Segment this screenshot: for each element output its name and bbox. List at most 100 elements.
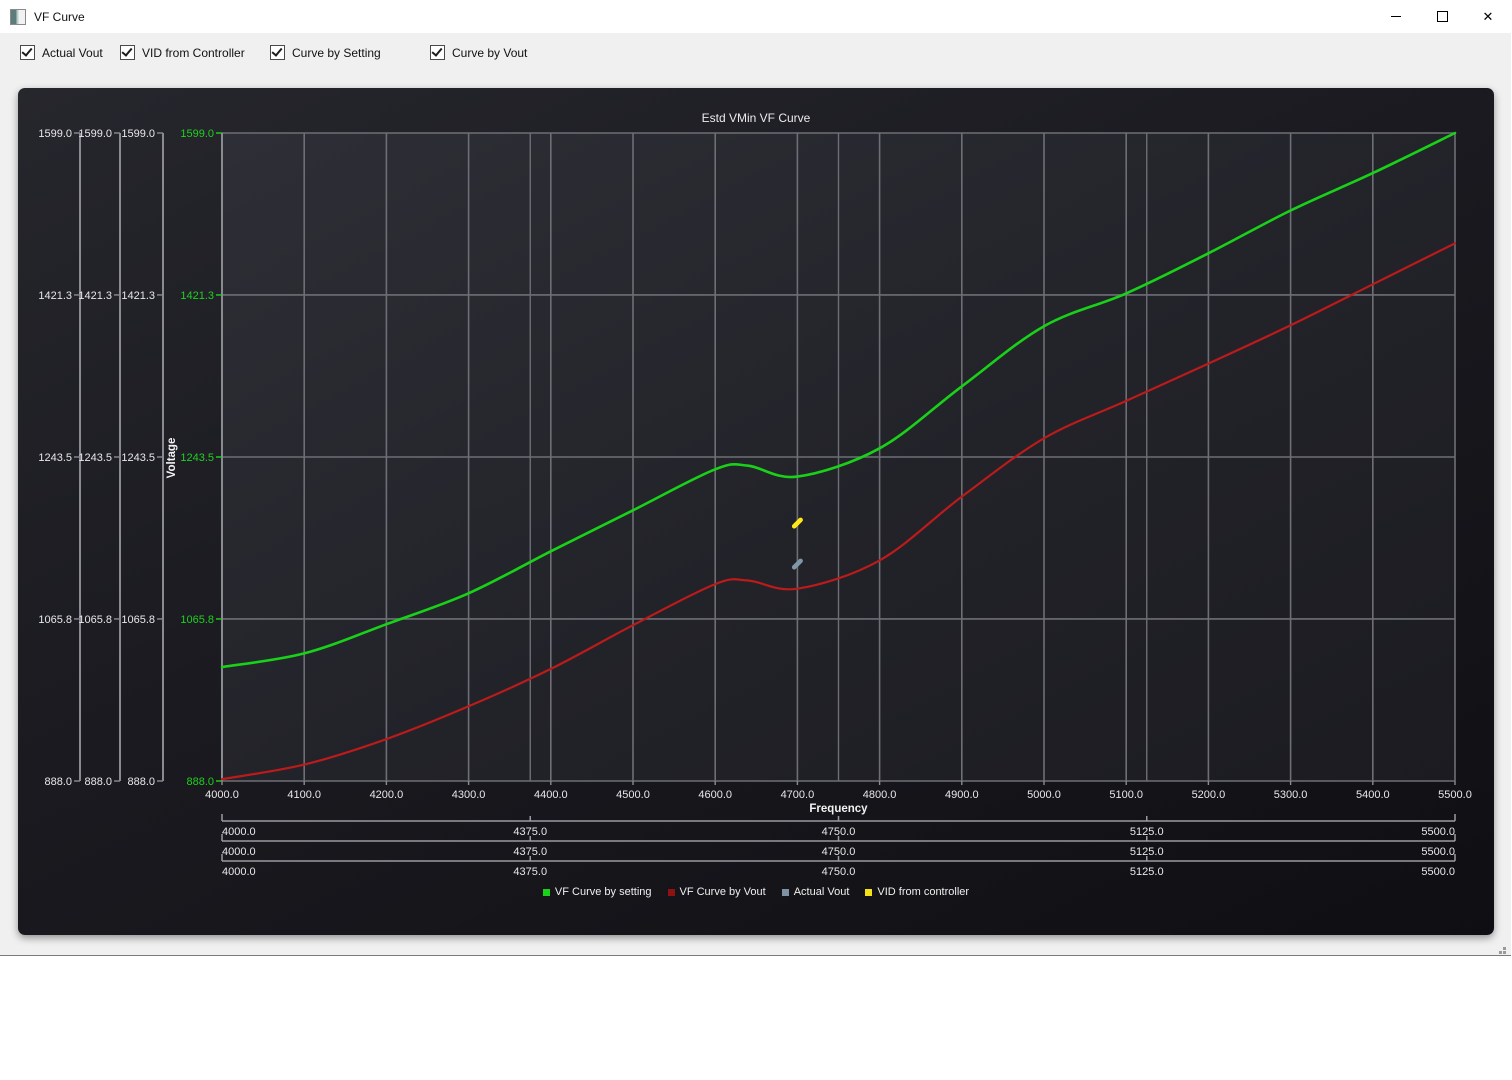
x-tick-label: 5300.0 [1274, 789, 1308, 801]
y-tick-label-main: 1243.5 [180, 452, 214, 464]
marker-actual-vout [791, 558, 803, 570]
marker-vid-from-controller [791, 517, 803, 529]
x-range-scale-2[interactable]: 4000.0 4375.0 4750.0 5125.0 5500.0 [221, 834, 1456, 858]
svg-text:5500.0: 5500.0 [1421, 826, 1455, 838]
checkbox-label: Curve by Vout [452, 45, 528, 60]
svg-text:4000.0: 4000.0 [222, 846, 256, 858]
curve-vf-curve-by-vout [220, 242, 1457, 781]
window-title: VF Curve [34, 9, 85, 24]
close-button[interactable]: ✕ [1465, 0, 1511, 33]
maximize-button[interactable] [1419, 0, 1465, 33]
svg-text:5500.0: 5500.0 [1421, 866, 1455, 878]
x-tick-label: 4400.0 [534, 789, 568, 801]
y-tick-label: 1243.5 [121, 452, 155, 464]
checkbox-vid-from-controller[interactable]: VID from Controller [120, 45, 245, 60]
chart-panel: Estd VMin VF Curve Voltage 1599.0 1421.3 1… [18, 88, 1494, 935]
y-tick-label: 1065.8 [78, 614, 112, 626]
checkbox-curve-by-setting[interactable]: Curve by Setting [270, 45, 381, 60]
y-tick-label: 1421.3 [78, 290, 112, 302]
x-tick-label: 5000.0 [1027, 789, 1061, 801]
legend-label: VID from controller [877, 886, 970, 898]
y-tick-label: 1421.3 [38, 290, 72, 302]
svg-text:5125.0: 5125.0 [1130, 846, 1164, 858]
x-tick-label: 4300.0 [452, 789, 486, 801]
svg-text:4750.0: 4750.0 [822, 846, 856, 858]
checkbox-actual-vout[interactable]: Actual Vout [20, 45, 103, 60]
svg-text:5125.0: 5125.0 [1130, 866, 1164, 878]
y-tick-label: 1243.5 [78, 452, 112, 464]
y-tick-label: 888.0 [44, 776, 72, 788]
svg-text:4375.0: 4375.0 [513, 846, 547, 858]
y-tick-label-main: 1599.0 [180, 128, 214, 140]
svg-text:5500.0: 5500.0 [1421, 846, 1455, 858]
checkbox-label: VID from Controller [142, 45, 245, 60]
legend-label: VF Curve by Vout [679, 886, 766, 898]
y-tick-label-main: 888.0 [186, 776, 214, 788]
x-tick-label: 5200.0 [1192, 789, 1226, 801]
y-tick-label: 1065.8 [38, 614, 72, 626]
y-tick-label: 888.0 [127, 776, 155, 788]
svg-text:4375.0: 4375.0 [513, 866, 547, 878]
app-icon [10, 8, 26, 25]
legend-swatch [865, 888, 873, 896]
x-tick-label: 5500.0 [1438, 789, 1472, 801]
y-tick-label: 1421.3 [121, 290, 155, 302]
checkbox-label: Actual Vout [42, 45, 103, 60]
close-icon: ✕ [1482, 9, 1494, 24]
y-tick-label: 888.0 [84, 776, 112, 788]
app-window: VF Curve ✕ Actual Vout VID from Controlle… [0, 0, 1511, 956]
window-controls: ✕ [1373, 0, 1511, 33]
legend-item-vf-curve-by-vout: VF Curve by Vout [667, 886, 766, 898]
x-tick-label: 4000.0 [205, 789, 239, 801]
curve-vf-curve-by-setting [220, 131, 1457, 669]
x-tick-label: 4900.0 [945, 789, 979, 801]
vf-curve-chart: 1599.0 1421.3 1243.5 1065.8 888.0 1599.0 1421.… [38, 128, 1472, 878]
y-tick-label: 1065.8 [121, 614, 155, 626]
svg-text:4000.0: 4000.0 [222, 826, 256, 838]
checkbox-box[interactable] [270, 45, 285, 60]
legend-label: VF Curve by setting [554, 886, 652, 898]
legend-swatch [667, 888, 675, 896]
legend-swatch [542, 888, 550, 896]
x-axis-title: Frequency [809, 803, 868, 815]
svg-text:4750.0: 4750.0 [822, 866, 856, 878]
y-tick-label: 1599.0 [38, 128, 72, 140]
svg-text:4000.0: 4000.0 [222, 866, 256, 878]
maximize-icon [1436, 11, 1448, 22]
svg-text:5125.0: 5125.0 [1130, 826, 1164, 838]
x-tick-label: 5400.0 [1356, 789, 1390, 801]
legend-item-actual-vout: Actual Vout [781, 886, 850, 898]
x-range-scale-1[interactable]: 4000.0 4375.0 4750.0 5125.0 5500.0 [221, 814, 1456, 838]
resize-grip[interactable] [1503, 947, 1506, 950]
y-tick-label: 1599.0 [78, 128, 112, 140]
checkbox-label: Curve by Setting [292, 45, 381, 60]
checkbox-box[interactable] [20, 45, 35, 60]
x-tick-label: 4500.0 [616, 789, 650, 801]
x-tick-label: 4800.0 [863, 789, 897, 801]
toolbar: Actual Vout VID from Controller Curve by S… [0, 33, 1511, 88]
legend-label: Actual Vout [793, 886, 850, 898]
checkbox-box[interactable] [120, 45, 135, 60]
legend-item-vf-curve-by-setting: VF Curve by setting [542, 886, 652, 898]
x-tick-label: 4200.0 [370, 789, 404, 801]
y-tick-label: 1599.0 [121, 128, 155, 140]
checkbox-box[interactable] [430, 45, 445, 60]
x-range-scale-3[interactable]: 4000.0 4375.0 4750.0 5125.0 5500.0 [221, 854, 1456, 878]
x-tick-label: 4100.0 [287, 789, 321, 801]
minimize-button[interactable] [1373, 0, 1419, 33]
x-tick-label: 4700.0 [781, 789, 815, 801]
legend-item-vid-from-controller: VID from controller [865, 886, 969, 898]
checkbox-curve-by-vout[interactable]: Curve by Vout [430, 45, 527, 60]
y-tick-label-main: 1421.3 [180, 290, 214, 302]
titlebar: VF Curve ✕ [0, 0, 1511, 34]
chart-title: Estd VMin VF Curve [701, 111, 811, 125]
legend-swatch [781, 888, 789, 896]
minimize-icon [1391, 16, 1401, 17]
y-tick-label: 1243.5 [38, 452, 72, 464]
x-tick-label: 4600.0 [698, 789, 732, 801]
legend: VF Curve by setting VF Curve by Vout Actua… [18, 886, 1494, 898]
x-tick-label: 5100.0 [1109, 789, 1143, 801]
svg-text:4750.0: 4750.0 [822, 826, 856, 838]
svg-text:4375.0: 4375.0 [513, 826, 547, 838]
y-tick-label-main: 1065.8 [180, 614, 214, 626]
